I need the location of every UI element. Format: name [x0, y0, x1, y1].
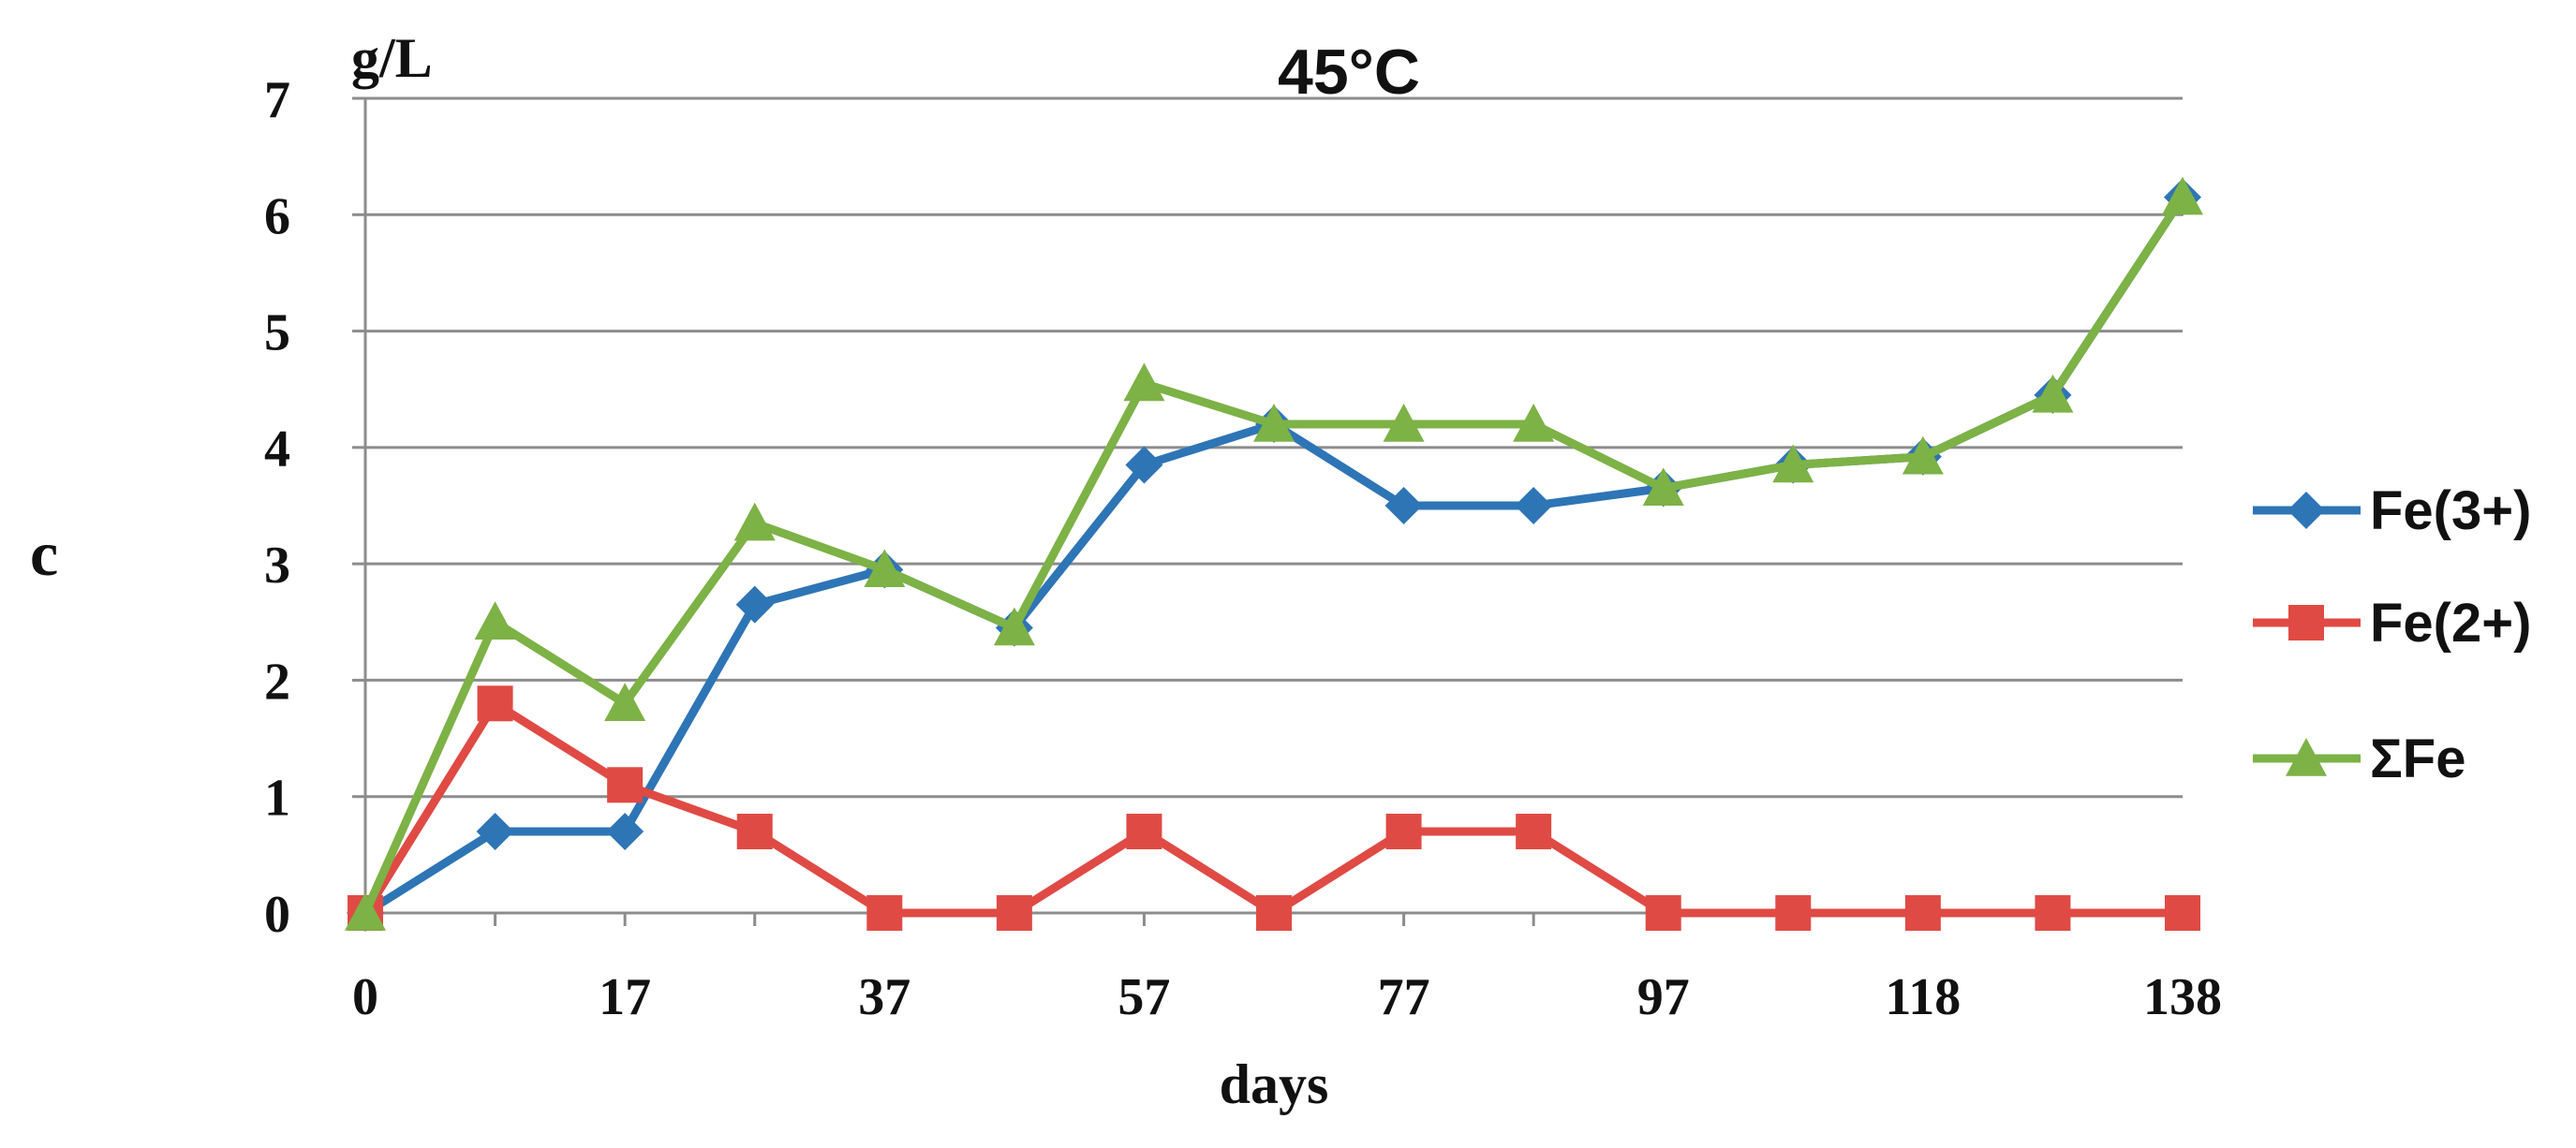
legend-item-fe3: Fe(3+) [2253, 480, 2531, 541]
data-point-fe [1383, 404, 1425, 442]
x-tick-label-57: 57 [1118, 968, 1170, 1026]
y-tick-label-4: 4 [264, 420, 290, 478]
data-point-fe2 [2165, 895, 2200, 931]
series-line-fe3 [363, 195, 2186, 917]
legend-item-fe2: Fe(2+) [2253, 593, 2531, 654]
data-point-fe2 [2035, 895, 2071, 931]
data-point-fe2 [1516, 814, 1552, 849]
data-point-fe [2162, 176, 2203, 215]
data-point-fe [474, 601, 516, 640]
data-point-fe [2032, 374, 2074, 413]
data-point-fe2 [1904, 895, 1941, 931]
x-tick-label-37: 37 [858, 968, 910, 1026]
x-axis-label: days [1220, 1053, 1329, 1115]
data-point-fe3 [735, 585, 774, 624]
series-fe2 [348, 685, 2200, 931]
data-point-fe [604, 683, 646, 721]
legend-marker-fe [2286, 738, 2327, 776]
data-point-fe [1902, 435, 1944, 475]
y-tick-label-2: 2 [264, 653, 290, 711]
data-point-fe2 [1256, 895, 1292, 931]
chart-text: c g/L 45°C days [30, 27, 1420, 1115]
data-point-fe [1123, 362, 1165, 402]
data-point-fe [1642, 467, 1684, 507]
data-point-fe2 [1126, 814, 1162, 849]
x-tick-label-0: 0 [352, 968, 378, 1026]
data-point-fe [345, 892, 386, 931]
data-point-fe2 [477, 685, 513, 722]
data-point-fe2 [996, 895, 1032, 931]
y-axis-label: g/L [351, 27, 433, 89]
legend-marker-fe2 [2288, 605, 2324, 640]
y-tick-label-0: 0 [264, 886, 290, 944]
data-point-fe [1253, 404, 1295, 442]
data-point-fe [864, 549, 906, 588]
chart-title: 45°C [1278, 37, 1420, 108]
data-point-fe3 [606, 813, 644, 850]
series-fe [345, 176, 2203, 931]
data-point-fe3 [1515, 487, 1553, 524]
data-point-fe3 [476, 813, 514, 850]
data-point-fe2 [1385, 814, 1422, 849]
data-point-fe [993, 607, 1035, 646]
data-point-fe2 [1775, 895, 1812, 931]
legend-marker-fe3 [2287, 492, 2325, 529]
y-tick-label-1: 1 [264, 770, 290, 828]
x-tick-label-77: 77 [1378, 968, 1430, 1026]
data-point-fe [1513, 404, 1555, 442]
y-tick-label-7: 7 [264, 71, 290, 129]
series-fe3 [347, 178, 2201, 932]
data-point-fe2 [607, 767, 644, 803]
legend-label-fe3: Fe(3+) [2370, 480, 2531, 541]
data-point-fe3 [1384, 487, 1423, 524]
x-tick-label-118: 118 [1885, 968, 1961, 1026]
data-point-fe2 [866, 895, 903, 931]
data-point-fe2 [1645, 895, 1681, 931]
x-tick-label-138: 138 [2143, 968, 2222, 1026]
data-point-fe [1772, 444, 1814, 483]
panel-label: c [30, 518, 58, 589]
y-tick-label-5: 5 [264, 304, 290, 362]
gridlines [365, 96, 2183, 799]
legend-label-fe: ΣFe [2370, 729, 2466, 789]
data-point-fe2 [736, 814, 773, 849]
legend-item-fe: ΣFe [2253, 729, 2466, 789]
data-point-fe [733, 502, 776, 541]
legend: Fe(3+) Fe(2+) ΣFe [2253, 480, 2531, 789]
x-tick-label-97: 97 [1637, 968, 1690, 1026]
y-tick-label-6: 6 [264, 187, 290, 245]
legend-label-fe2: Fe(2+) [2370, 593, 2531, 654]
data-point-fe3 [1125, 446, 1163, 484]
x-tick-label-17: 17 [599, 968, 651, 1026]
y-tick-label-3: 3 [264, 537, 290, 595]
series-group [345, 176, 2203, 932]
